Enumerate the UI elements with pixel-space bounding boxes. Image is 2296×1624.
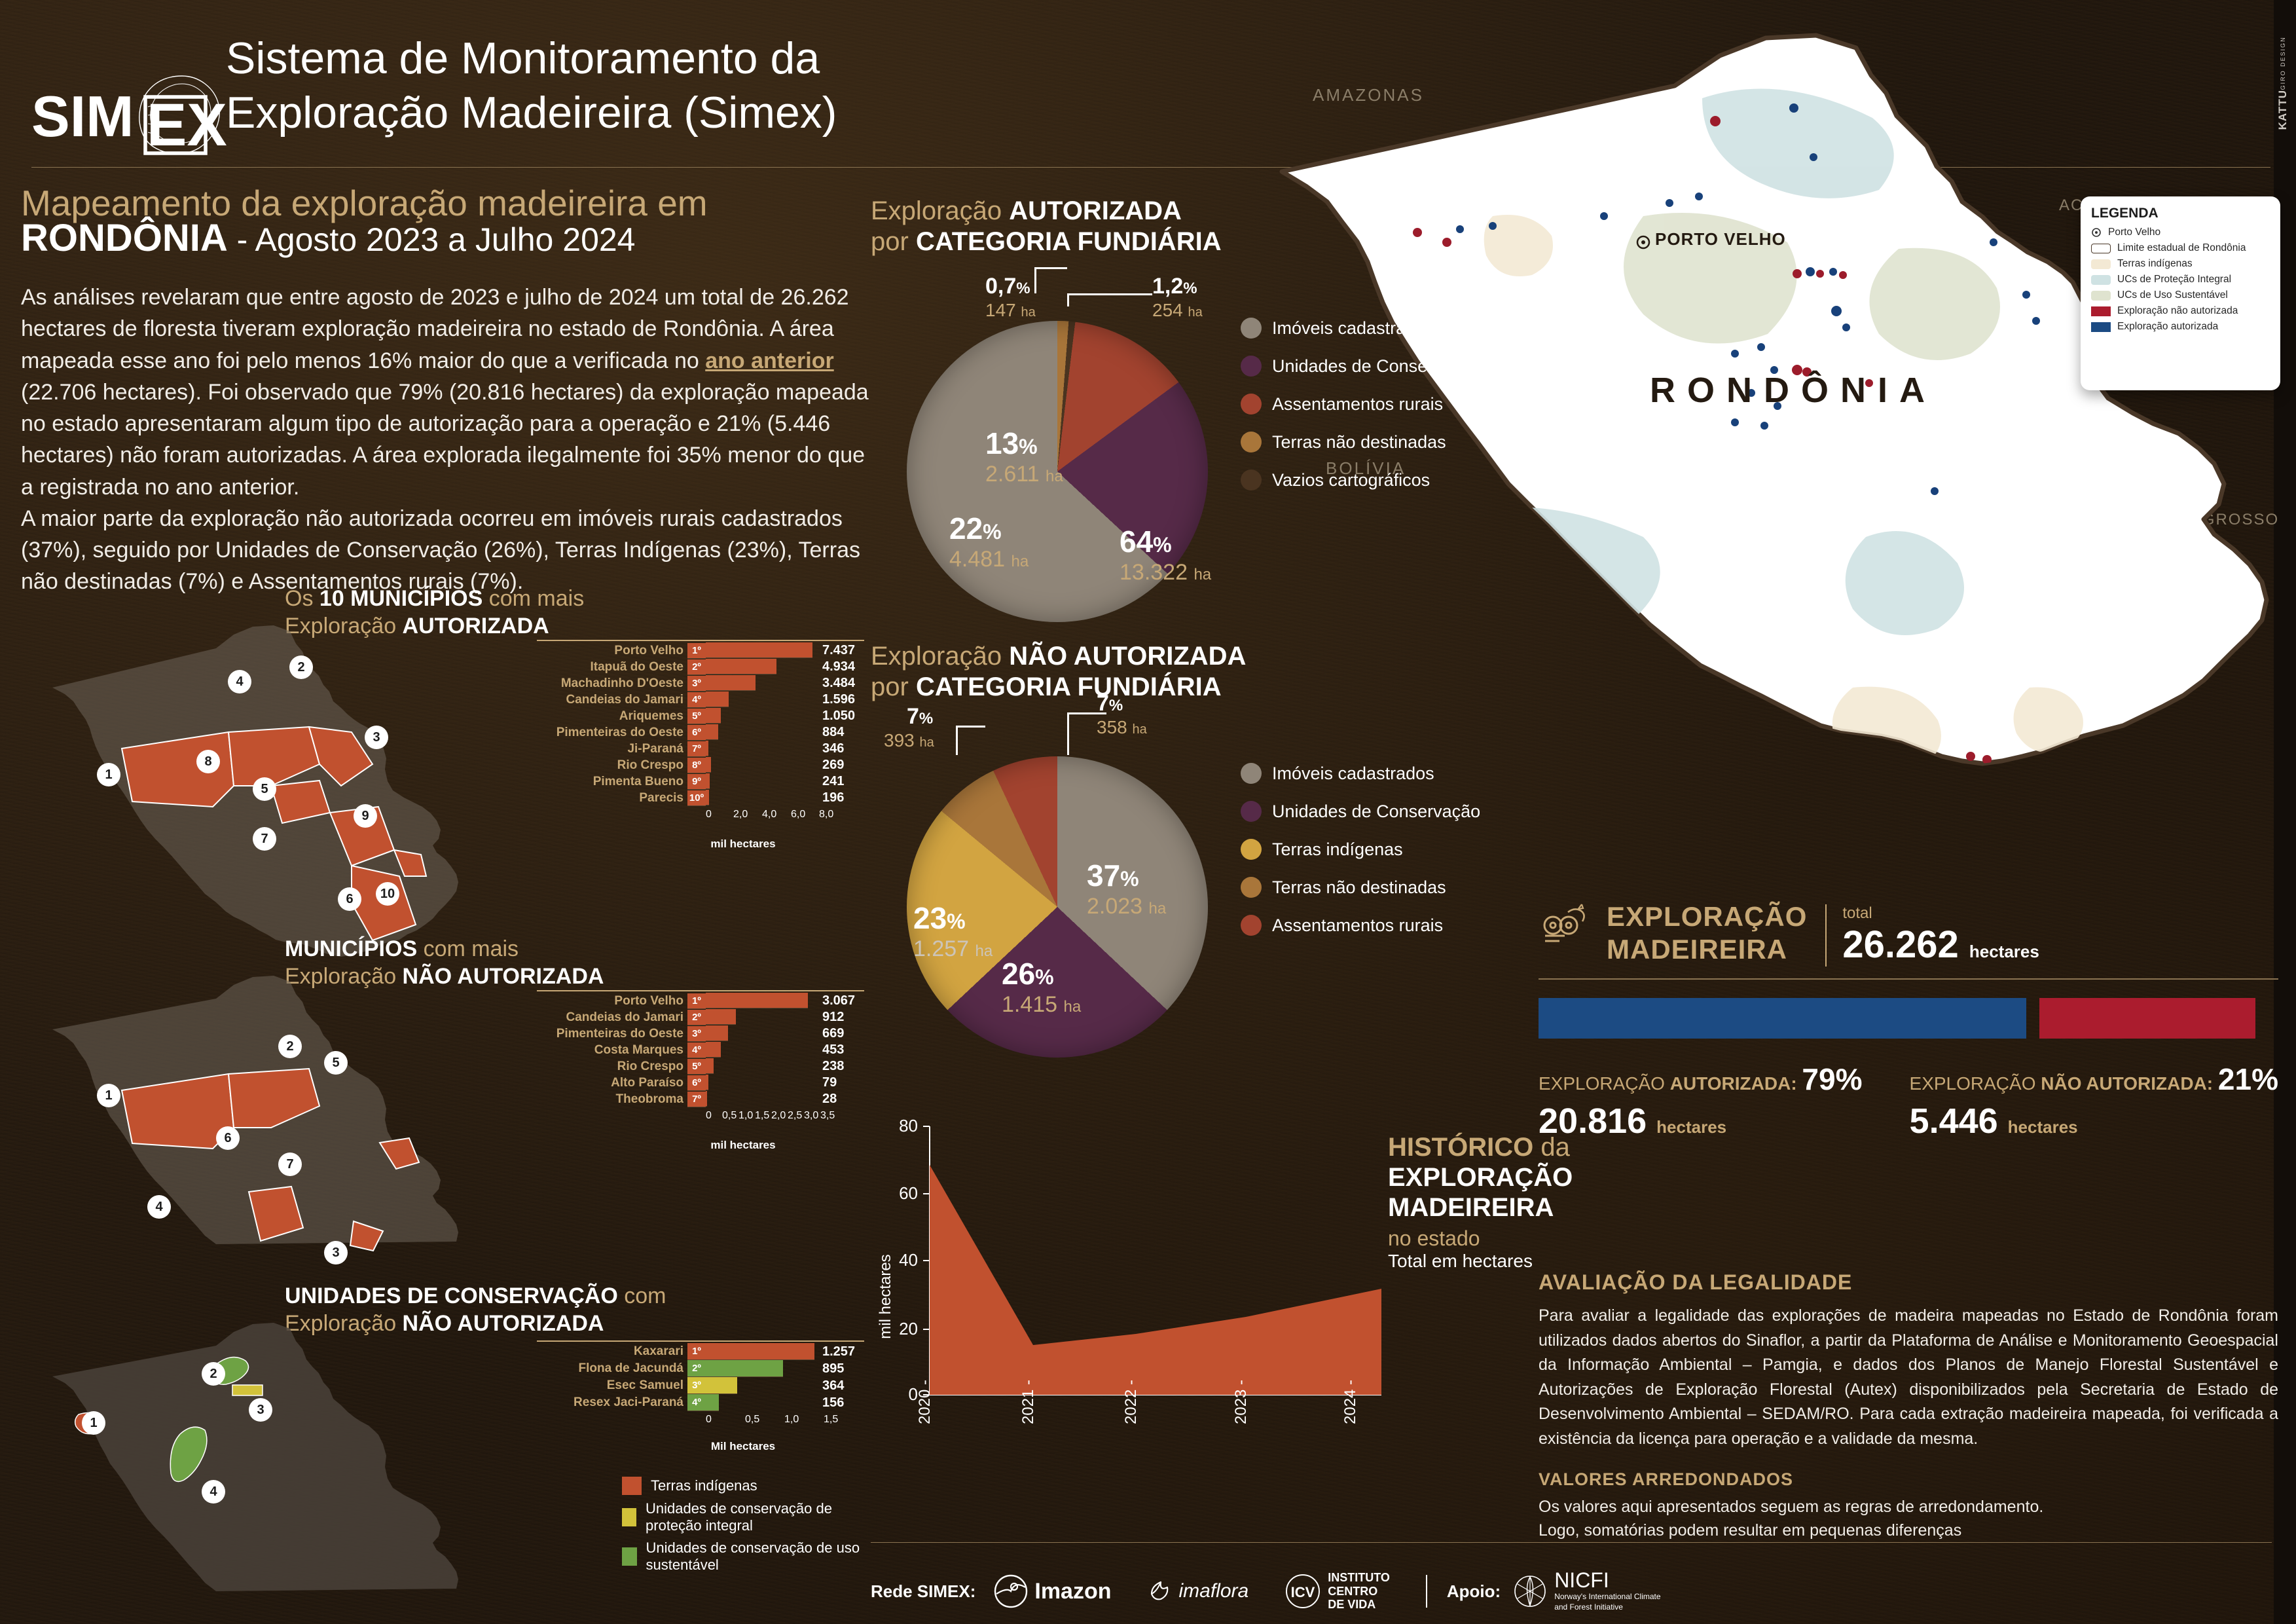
svg-text:2021 -: 2021 -: [1019, 1380, 1037, 1424]
svg-text:2023 -: 2023 -: [1232, 1380, 1250, 1424]
svg-text:2024 -: 2024 -: [1341, 1380, 1359, 1424]
svg-text:2022 -: 2022 -: [1122, 1380, 1140, 1424]
svg-text:20: 20: [899, 1319, 918, 1338]
svg-text:EX: EX: [147, 92, 227, 158]
svg-text:60: 60: [899, 1183, 918, 1203]
svg-text:2020 -: 2020 -: [916, 1380, 934, 1424]
svg-text:ICV: ICV: [1291, 1584, 1315, 1600]
svg-text:40: 40: [899, 1250, 918, 1270]
svg-text:mil hectares: mil hectares: [877, 1254, 894, 1338]
svg-text:80: 80: [899, 1116, 918, 1135]
